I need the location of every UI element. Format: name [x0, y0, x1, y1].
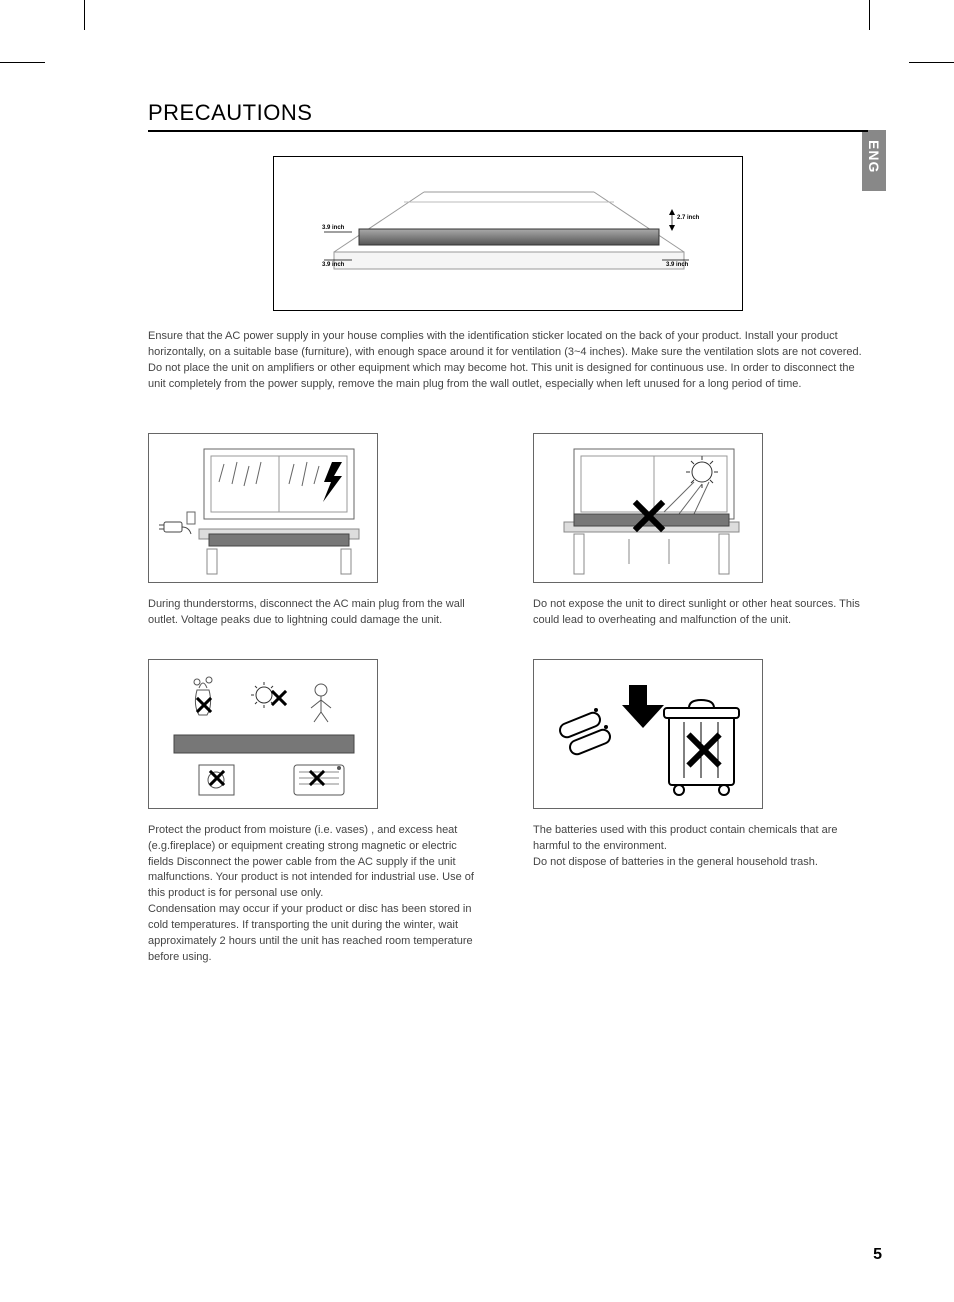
battery-diagram [533, 659, 763, 809]
thunder-caption: During thunderstorms, disconnect the AC … [148, 597, 483, 629]
precautions-grid: During thunderstorms, disconnect the AC … [148, 433, 868, 966]
x-mark-icon [269, 688, 289, 708]
dim-label: 3.9 inch [322, 262, 344, 268]
x-mark-icon [307, 768, 327, 788]
sunlight-diagram [533, 433, 763, 583]
ventilation-svg [274, 157, 744, 312]
thunder-cell: During thunderstorms, disconnect the AC … [148, 433, 483, 629]
moisture-diagram [148, 659, 378, 809]
page-title: PRECAUTIONS [148, 100, 868, 130]
sunlight-cell: Do not expose the unit to direct sunligh… [533, 433, 868, 629]
battery-cell: The batteries used with this product con… [533, 659, 868, 966]
page-content: PRECAUTIONS [148, 100, 868, 966]
thunder-diagram [148, 433, 378, 583]
moisture-cell: Protect the product from moisture (i.e. … [148, 659, 483, 966]
moisture-caption: Protect the product from moisture (i.e. … [148, 823, 483, 966]
sunlight-caption: Do not expose the unit to direct sunligh… [533, 597, 868, 629]
intro-paragraph: Ensure that the AC power supply in your … [148, 329, 868, 393]
dim-label: 3.9 inch [666, 262, 688, 268]
x-mark-icon [207, 768, 227, 788]
crop-marks [0, 0, 954, 70]
ventilation-diagram: 3.9 inch 3.9 inch 2.7 inch 3.9 inch [273, 156, 743, 311]
dim-label: 3.9 inch [322, 225, 344, 231]
x-mark-icon [194, 695, 214, 715]
x-mark-icon [629, 496, 669, 536]
dim-label: 2.7 inch [677, 215, 699, 221]
battery-caption-1: The batteries used with this product con… [533, 823, 868, 855]
battery-caption-2: Do not dispose of batteries in the gener… [533, 855, 868, 871]
x-mark-icon [682, 728, 726, 772]
page-number: 5 [873, 1246, 882, 1264]
title-rule [148, 130, 868, 132]
